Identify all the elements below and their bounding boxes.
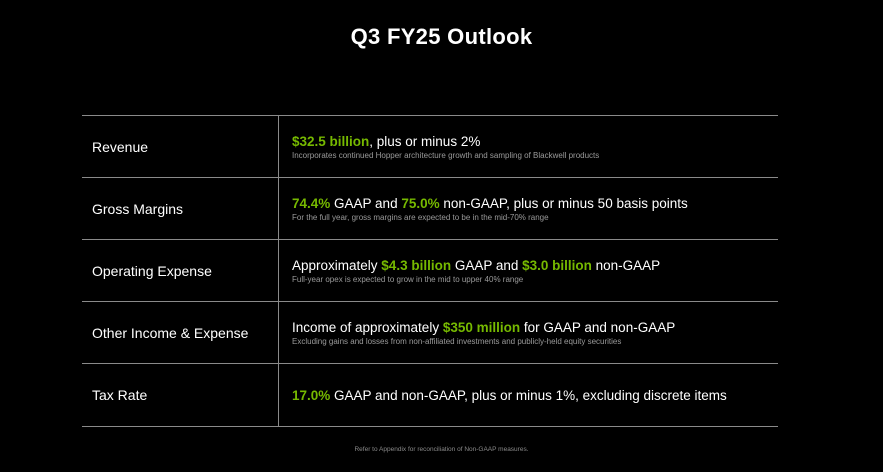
row-main-text: 17.0% GAAP and non-GAAP, plus or minus 1… bbox=[292, 387, 778, 404]
page-title: Q3 FY25 Outlook bbox=[350, 24, 533, 49]
row-value: $32.5 billion, plus or minus 2% Incorpor… bbox=[279, 116, 778, 177]
plain-text: GAAP and non-GAAP, plus or minus 1%, exc… bbox=[330, 387, 727, 403]
table-row-revenue: Revenue $32.5 billion, plus or minus 2% … bbox=[82, 116, 778, 178]
highlight-value: $350 million bbox=[442, 320, 521, 335]
row-main-text: $32.5 billion, plus or minus 2% bbox=[292, 133, 778, 150]
row-note: For the full year, gross margins are exp… bbox=[292, 213, 549, 222]
row-value: 17.0% GAAP and non-GAAP, plus or minus 1… bbox=[279, 364, 778, 426]
row-note: Incorporates continued Hopper architectu… bbox=[292, 151, 600, 160]
plain-text: non-GAAP bbox=[591, 258, 661, 273]
plain-text: non-GAAP, plus or minus 50 basis points bbox=[439, 196, 688, 211]
plain-text: for GAAP and non-GAAP bbox=[520, 320, 676, 335]
row-main-text: 74.4% GAAP and 75.0% non-GAAP, plus or m… bbox=[292, 195, 778, 212]
row-note: Excluding gains and losses from non-affi… bbox=[292, 337, 622, 346]
footnote: Refer to Appendix for reconciliation of … bbox=[354, 446, 529, 453]
row-main-text: Income of approximately $350 million for… bbox=[292, 319, 778, 336]
row-note: Full-year opex is expected to grow in th… bbox=[292, 275, 524, 284]
row-value: Income of approximately $350 million for… bbox=[279, 302, 778, 363]
table-row-operating-expense: Operating Expense Approximately $4.3 bil… bbox=[82, 240, 778, 302]
table-row-other-income-expense: Other Income & Expense Income of approxi… bbox=[82, 302, 778, 364]
row-label: Tax Rate bbox=[82, 364, 279, 426]
plain-text: GAAP and bbox=[451, 258, 523, 273]
highlight-value: $32.5 billion bbox=[292, 134, 370, 149]
row-label: Operating Expense bbox=[82, 240, 279, 301]
highlight-value: $3.0 billion bbox=[522, 258, 592, 273]
highlight-value: $4.3 billion bbox=[381, 258, 452, 273]
highlight-value: 17.0% bbox=[292, 387, 331, 403]
row-main-text: Approximately $4.3 billion GAAP and $3.0… bbox=[292, 257, 778, 274]
row-label: Other Income & Expense bbox=[82, 302, 279, 363]
highlight-value: 75.0% bbox=[401, 196, 440, 211]
plain-text: Income of approximately bbox=[292, 320, 443, 335]
plain-text: Approximately bbox=[292, 258, 382, 273]
highlight-value: 74.4% bbox=[292, 196, 331, 211]
outlook-table: Revenue $32.5 billion, plus or minus 2% … bbox=[82, 115, 778, 427]
row-value: 74.4% GAAP and 75.0% non-GAAP, plus or m… bbox=[279, 178, 778, 239]
row-value: Approximately $4.3 billion GAAP and $3.0… bbox=[279, 240, 778, 301]
row-label: Revenue bbox=[82, 116, 279, 177]
plain-text: GAAP and bbox=[330, 196, 402, 211]
plain-text: , plus or minus 2% bbox=[369, 134, 481, 149]
table-row-gross-margins: Gross Margins 74.4% GAAP and 75.0% non-G… bbox=[82, 178, 778, 240]
row-label: Gross Margins bbox=[82, 178, 279, 239]
table-row-tax-rate: Tax Rate 17.0% GAAP and non-GAAP, plus o… bbox=[82, 364, 778, 427]
